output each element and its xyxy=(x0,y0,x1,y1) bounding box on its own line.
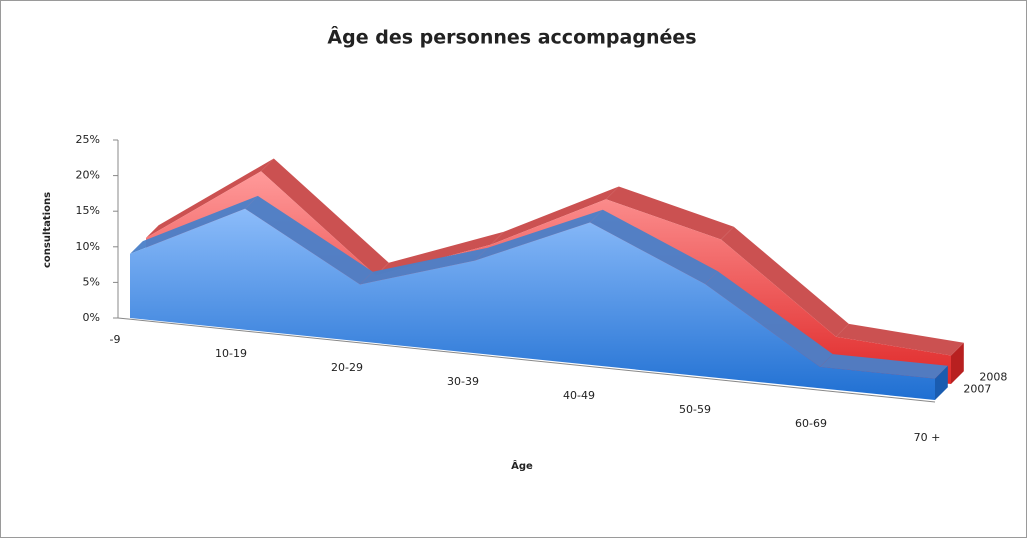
x-axis xyxy=(117,317,936,403)
y-tick-label: 25% xyxy=(76,133,100,146)
area-side xyxy=(951,342,964,384)
x-tick-label: 20-29 xyxy=(331,361,363,374)
x-tick-label: 30-39 xyxy=(447,375,479,388)
area-top xyxy=(705,271,833,367)
series-label: 2008 xyxy=(979,371,1007,384)
y-tick-label: 15% xyxy=(76,204,100,217)
x-axis-title: Âge xyxy=(511,459,533,472)
area-top xyxy=(130,195,258,254)
area-top xyxy=(261,158,389,276)
x-tick-label: 50-59 xyxy=(679,403,711,416)
area-top xyxy=(606,186,734,240)
y-tick-label: 10% xyxy=(76,240,100,253)
area-side xyxy=(935,365,948,400)
chart-title: Âge des personnes accompagnées xyxy=(327,26,696,49)
area-top xyxy=(360,247,488,285)
area-top xyxy=(820,354,948,379)
y-tick-label: 5% xyxy=(83,275,100,288)
x-tick-label: 70 + xyxy=(914,431,941,444)
area-top xyxy=(475,209,603,261)
area-top xyxy=(721,226,849,337)
series-label: 2007 xyxy=(963,383,991,396)
x-tick-label: 40-49 xyxy=(563,389,595,402)
x-tick-label: -9 xyxy=(110,333,121,346)
x-tick-label: 60-69 xyxy=(795,417,827,430)
area-top xyxy=(146,158,274,238)
area-top xyxy=(245,195,373,285)
y-tick-label: 20% xyxy=(76,169,100,182)
area-top xyxy=(836,323,964,356)
y-axis-title: consultations xyxy=(42,192,53,268)
area xyxy=(130,208,935,400)
y-tick-label: 0% xyxy=(83,311,100,324)
area-top xyxy=(590,209,718,284)
x-tick-label: 10-19 xyxy=(215,347,247,360)
area-top xyxy=(491,186,619,245)
